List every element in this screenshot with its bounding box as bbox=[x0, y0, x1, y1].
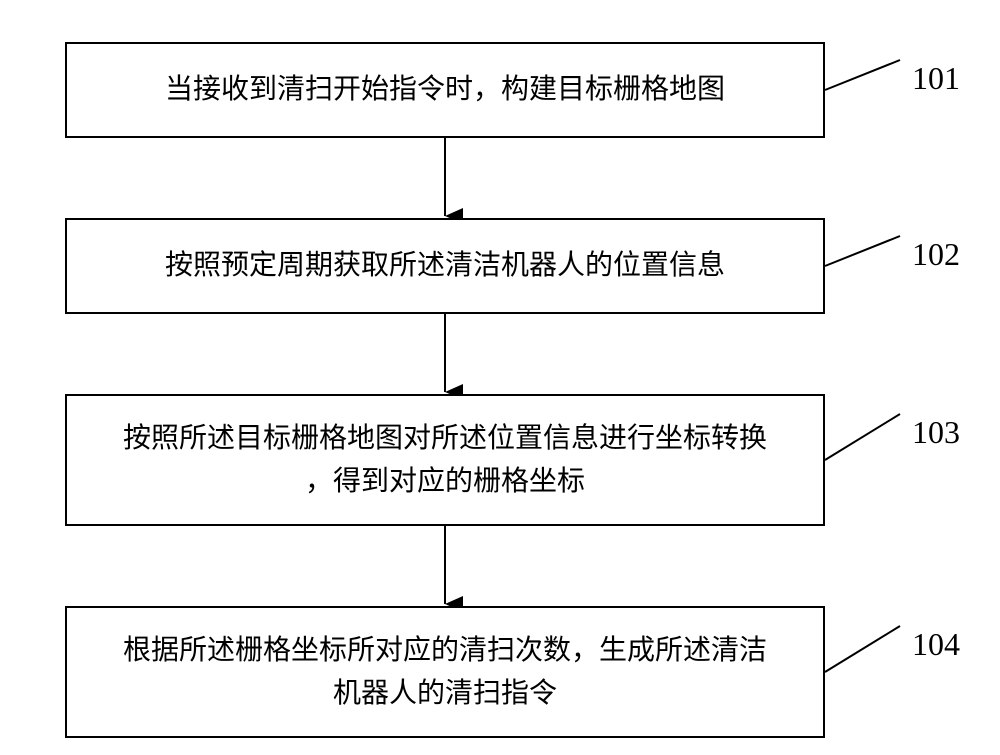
step-label-n4: 104 bbox=[912, 626, 960, 663]
flow-node-n2: 按照预定周期获取所述清洁机器人的位置信息 bbox=[65, 218, 825, 314]
flow-node-n3: 按照所述目标栅格地图对所述位置信息进行坐标转换 ，得到对应的栅格坐标 bbox=[65, 394, 825, 526]
flow-node-n1: 当接收到清扫开始指令时，构建目标栅格地图 bbox=[65, 42, 825, 138]
flow-node-n4: 根据所述栅格坐标所对应的清扫次数，生成所述清洁 机器人的清扫指令 bbox=[65, 606, 825, 738]
flowchart-canvas: 当接收到清扫开始指令时，构建目标栅格地图 101 按照预定周期获取所述清洁机器人的位… bbox=[0, 0, 1000, 755]
step-label-n3: 103 bbox=[912, 414, 960, 451]
step-label-n1: 101 bbox=[912, 60, 960, 97]
step-label-n2: 102 bbox=[912, 236, 960, 273]
